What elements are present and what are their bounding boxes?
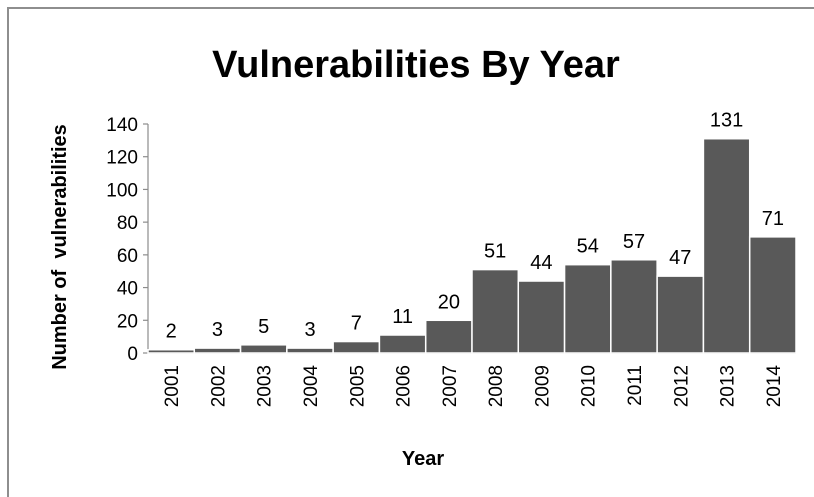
data-label: 131 [710,110,743,132]
bar-2004 [286,347,334,354]
data-label: 7 [351,313,362,335]
bar-2007 [424,319,473,354]
data-label: 11 [392,306,413,328]
data-label: 20 [438,291,460,313]
bar-2014 [748,236,797,354]
x-tick-label: 2004 [301,365,322,408]
y-tick-label: 60 [117,246,138,267]
y-tick-label: 100 [106,180,138,201]
x-tick-label: 2006 [394,365,415,407]
x-tick-label: 2005 [347,365,368,407]
x-tick-label: 2001 [162,365,183,407]
bar-2005 [332,340,381,354]
bar-2012 [656,275,705,354]
bar-2003 [239,344,288,354]
bar-2008 [471,268,520,354]
x-tick-label: 2009 [532,365,553,407]
plot-area: 0 20 40 60 80 100 120 140 2001 2 2002 3 2003 5 2004 3 20… [106,110,797,408]
bar-2006 [378,334,427,354]
bar-2009 [517,280,566,354]
bar-2010 [563,263,612,354]
bar-2002 [193,347,242,354]
data-label: 44 [530,252,552,274]
x-tick-label: 2007 [440,365,461,407]
x-tick-label: 2008 [486,365,507,407]
y-tick-label: 80 [117,213,138,234]
chart-border [7,7,814,497]
chart-title: Vulnerabilities By Year [212,44,620,86]
bar-2013 [702,137,751,354]
y-tick-label: 40 [117,279,138,300]
data-label: 51 [484,241,506,263]
x-tick-label: 2010 [579,365,600,407]
x-tick-label: 2014 [764,365,785,408]
data-label: 47 [669,247,691,269]
x-tick-label: 2002 [208,365,229,407]
bar-2011 [610,259,658,354]
data-label: 3 [304,319,315,341]
data-label: 71 [762,208,784,230]
data-label: 3 [212,319,223,341]
x-tick-label: 2012 [671,365,692,407]
x-tick-label: 2013 [718,365,739,407]
data-label: 5 [258,316,269,338]
x-tick-label: 2011 [625,365,646,406]
y-tick-label: 140 [106,115,138,136]
x-tick-label: 2003 [255,365,276,407]
data-label: 2 [166,321,177,343]
y-tick-label: 0 [127,344,138,365]
data-label: 54 [577,236,599,258]
y-tick-label: 20 [117,311,138,332]
y-axis-title: Number of vulnerabilities [49,124,71,370]
bar-2001 [147,348,196,354]
y-tick-label: 120 [106,148,138,169]
x-axis-title: Year [402,448,444,470]
data-label: 57 [623,231,645,253]
